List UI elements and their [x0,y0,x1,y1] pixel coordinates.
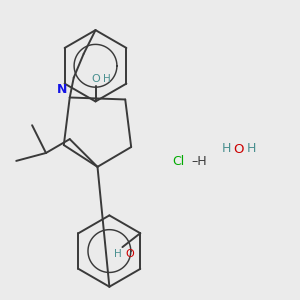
Text: Cl: Cl [172,155,184,168]
Text: N: N [57,82,67,95]
Text: H: H [114,249,122,259]
Text: O: O [233,142,244,155]
Text: H: H [221,142,231,154]
Text: O: O [91,74,100,84]
Text: H: H [247,142,256,154]
Text: –H: –H [192,155,207,168]
Text: O: O [125,249,134,259]
Text: H: H [103,74,111,84]
